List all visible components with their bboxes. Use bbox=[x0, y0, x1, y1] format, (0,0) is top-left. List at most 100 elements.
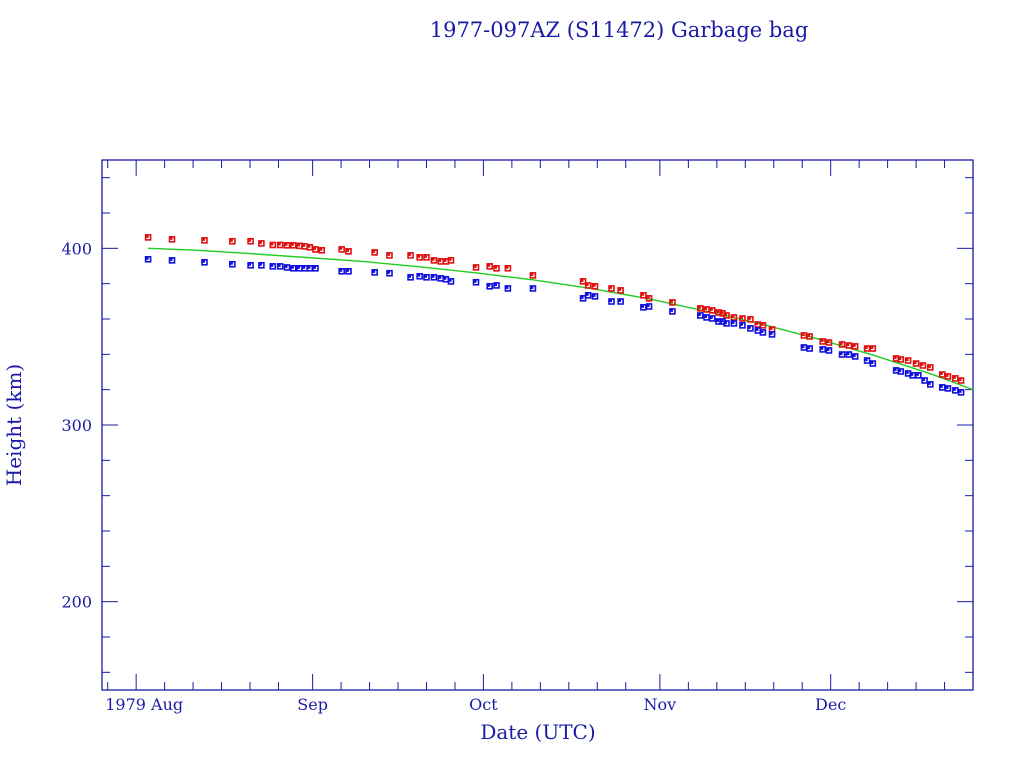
apogee-marker-fill bbox=[898, 356, 902, 360]
apogee-point bbox=[723, 312, 730, 319]
perigee-point bbox=[723, 320, 730, 327]
perigee-marker-fill bbox=[386, 270, 390, 274]
apogee-marker-fill bbox=[697, 305, 701, 309]
perigee-point bbox=[416, 272, 423, 280]
perigee-point bbox=[845, 351, 853, 358]
apogee-marker-fill bbox=[201, 237, 205, 241]
x-axis-label: Date (UTC) bbox=[480, 720, 595, 744]
perigee-marker-fill bbox=[372, 269, 376, 273]
apogee-marker-fill bbox=[945, 373, 949, 377]
perigee-marker-fill bbox=[258, 262, 262, 266]
apogee-marker-fill bbox=[609, 285, 613, 289]
apogee-point bbox=[730, 314, 738, 321]
apogee-marker-fill bbox=[431, 257, 435, 261]
perigee-marker-fill bbox=[284, 264, 288, 268]
apogee-point bbox=[739, 315, 746, 322]
apogee-marker-fill bbox=[312, 246, 316, 250]
perigee-point bbox=[800, 344, 808, 351]
perigee-marker-fill bbox=[580, 295, 584, 299]
perigee-point bbox=[754, 327, 762, 334]
apogee-point bbox=[944, 373, 952, 380]
apogee-marker-fill bbox=[277, 242, 281, 246]
data-markers bbox=[144, 234, 965, 396]
apogee-marker-fill bbox=[755, 321, 759, 325]
perigee-marker-fill bbox=[852, 353, 856, 357]
perigee-marker-fill bbox=[297, 265, 301, 269]
apogee-point bbox=[269, 241, 277, 249]
perigee-point bbox=[312, 264, 319, 272]
apogee-point bbox=[289, 242, 297, 249]
perigee-point bbox=[430, 274, 438, 281]
apogee-point bbox=[371, 249, 378, 256]
apogee-marker-fill bbox=[720, 310, 724, 314]
perigee-point bbox=[486, 283, 493, 290]
apogee-marker-fill bbox=[920, 362, 924, 366]
perigee-marker-fill bbox=[720, 318, 724, 322]
apogee-point bbox=[851, 343, 859, 350]
y-tick-label: 400 bbox=[61, 239, 92, 258]
apogee-marker-fill bbox=[864, 346, 868, 350]
perigee-marker-fill bbox=[747, 325, 751, 329]
perigee-point bbox=[442, 275, 450, 283]
apogee-point bbox=[416, 254, 423, 261]
perigee-point bbox=[863, 357, 871, 364]
apogee-point bbox=[504, 264, 512, 272]
perigee-marker-fill bbox=[270, 263, 274, 267]
perigee-marker-fill bbox=[345, 268, 349, 272]
perigee-marker-fill bbox=[646, 303, 650, 307]
tick-labels: 200 300 400 1979 Aug Sep Oct Nov Dec bbox=[61, 239, 846, 714]
perigee-marker-fill bbox=[530, 285, 534, 289]
y-tick-label: 300 bbox=[61, 416, 92, 435]
apogee-marker-fill bbox=[386, 252, 390, 256]
apogee-point bbox=[345, 248, 352, 255]
apogee-marker-fill bbox=[618, 287, 622, 291]
apogee-marker-fill bbox=[448, 257, 452, 261]
perigee-marker-fill bbox=[277, 263, 281, 267]
apogee-marker-fill bbox=[731, 314, 735, 318]
apogee-point bbox=[845, 342, 853, 349]
perigee-point bbox=[345, 267, 352, 275]
apogee-marker-fill bbox=[820, 338, 824, 342]
apogee-point bbox=[312, 246, 319, 253]
perigee-point bbox=[504, 285, 512, 292]
apogee-point bbox=[863, 345, 871, 352]
perigee-point bbox=[296, 264, 303, 272]
y-axis-label: Height (km) bbox=[2, 364, 26, 486]
perigee-marker-fill bbox=[915, 372, 919, 376]
x-tick-label: Dec bbox=[815, 695, 846, 714]
apogee-marker-fill bbox=[739, 315, 743, 319]
perigee-marker-fill bbox=[801, 344, 805, 348]
apogee-point bbox=[201, 237, 208, 244]
perigee-point bbox=[819, 346, 827, 353]
x-tick-label: 1979 Aug bbox=[105, 695, 183, 714]
perigee-marker-fill bbox=[927, 381, 931, 385]
perigee-point bbox=[269, 263, 277, 270]
apogee-point bbox=[591, 283, 599, 290]
apogee-point bbox=[247, 237, 254, 245]
apogee-point bbox=[493, 264, 500, 272]
perigee-point bbox=[825, 347, 833, 354]
perigee-point bbox=[869, 360, 877, 367]
perigee-marker-fill bbox=[939, 384, 943, 388]
perigee-point bbox=[283, 264, 291, 271]
apogee-point bbox=[759, 322, 767, 329]
apogee-point bbox=[957, 377, 965, 384]
perigee-point bbox=[168, 257, 176, 264]
apogee-point bbox=[912, 360, 920, 367]
apogee-point bbox=[579, 278, 587, 285]
perigee-marker-fill bbox=[893, 367, 897, 371]
apogee-point bbox=[276, 241, 284, 249]
apogee-point bbox=[301, 243, 308, 250]
apogee-marker-fill bbox=[724, 312, 728, 316]
apogee-marker-fill bbox=[592, 283, 596, 287]
perigee-point bbox=[144, 255, 152, 263]
apogee-point bbox=[229, 237, 236, 245]
perigee-marker-fill bbox=[473, 279, 477, 283]
apogee-point bbox=[258, 240, 265, 247]
perigee-marker-fill bbox=[248, 262, 252, 266]
perigee-point bbox=[952, 387, 959, 394]
apogee-marker-fill bbox=[302, 243, 306, 247]
perigee-point bbox=[386, 269, 393, 277]
perigee-point bbox=[289, 264, 297, 272]
